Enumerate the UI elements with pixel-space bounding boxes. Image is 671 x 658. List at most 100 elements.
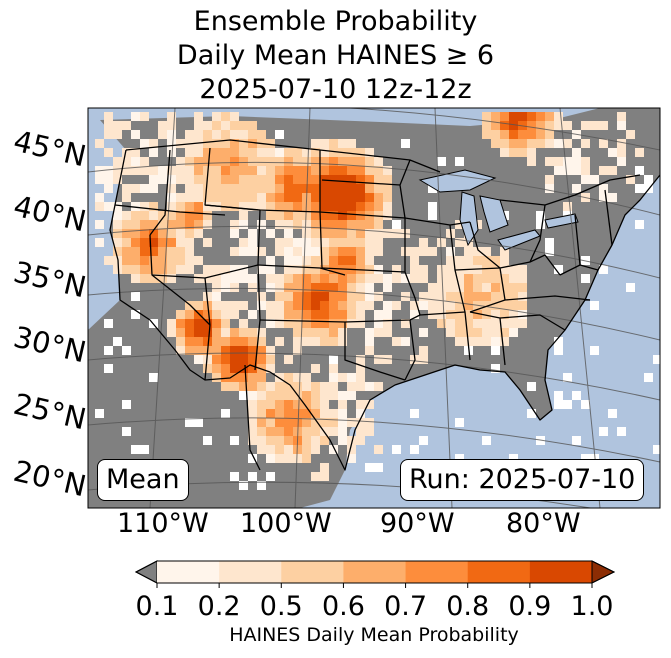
- probability-cell: [122, 193, 131, 202]
- probability-cell: [194, 184, 203, 193]
- probability-cell: [167, 247, 176, 256]
- probability-cell: [149, 238, 158, 247]
- probability-cell: [176, 265, 185, 274]
- probability-cell: [302, 247, 311, 256]
- probability-cell: [203, 364, 212, 373]
- probability-cell: [491, 337, 500, 346]
- probability-cell: [230, 202, 239, 211]
- probability-cell: [482, 274, 491, 283]
- probability-cell: [149, 220, 158, 229]
- probability-cell: [491, 292, 500, 301]
- probability-cell: [536, 130, 545, 139]
- probability-cell: [455, 328, 464, 337]
- probability-cell: [239, 319, 248, 328]
- probability-cell: [482, 247, 491, 256]
- probability-cell: [257, 382, 266, 391]
- probability-cell: [275, 409, 284, 418]
- probability-cell: [221, 112, 230, 121]
- probability-cell: [527, 148, 536, 157]
- probability-cell: [347, 211, 356, 220]
- probability-cell: [599, 121, 608, 130]
- probability-cell: [356, 319, 365, 328]
- probability-cell: [437, 238, 446, 247]
- no-data-cell: [257, 481, 266, 490]
- probability-cell: [284, 211, 293, 220]
- probability-cell: [266, 364, 275, 373]
- probability-cell: [572, 166, 581, 175]
- probability-cell: [365, 175, 374, 184]
- probability-cell: [338, 436, 347, 445]
- probability-cell: [410, 274, 419, 283]
- probability-cell: [455, 238, 464, 247]
- probability-cell: [158, 166, 167, 175]
- probability-cell: [266, 436, 275, 445]
- probability-cell: [158, 256, 167, 265]
- probability-cell: [347, 256, 356, 265]
- probability-cell: [338, 157, 347, 166]
- probability-cell: [230, 373, 239, 382]
- probability-cell: [491, 274, 500, 283]
- probability-cell: [302, 445, 311, 454]
- probability-cell: [185, 265, 194, 274]
- colorbar-tick-label: 0.2: [198, 591, 241, 622]
- probability-cell: [338, 328, 347, 337]
- probability-cell: [239, 265, 248, 274]
- probability-cell: [185, 157, 194, 166]
- probability-cell: [518, 283, 527, 292]
- colorbar-tick-label: 0.8: [446, 591, 489, 622]
- probability-cell: [149, 247, 158, 256]
- probability-cell: [248, 238, 257, 247]
- probability-cell: [194, 319, 203, 328]
- probability-cell: [257, 220, 266, 229]
- probability-cell: [221, 373, 230, 382]
- probability-cell: [257, 328, 266, 337]
- probability-cell: [104, 202, 113, 211]
- probability-cell: [545, 184, 554, 193]
- probability-cell: [122, 148, 131, 157]
- probability-cell: [302, 211, 311, 220]
- probability-cell: [104, 148, 113, 157]
- probability-cell: [320, 391, 329, 400]
- probability-cell: [230, 184, 239, 193]
- probability-cell: [590, 121, 599, 130]
- probability-cell: [509, 112, 518, 121]
- no-data-cell: [554, 346, 563, 355]
- probability-cell: [266, 454, 275, 463]
- probability-cell: [113, 166, 122, 175]
- probability-cell: [248, 400, 257, 409]
- probability-cell: [329, 193, 338, 202]
- probability-cell: [275, 220, 284, 229]
- probability-cell: [203, 121, 212, 130]
- probability-cell: [473, 328, 482, 337]
- probability-cell: [257, 292, 266, 301]
- probability-cell: [338, 301, 347, 310]
- probability-cell: [131, 247, 140, 256]
- probability-cell: [266, 382, 275, 391]
- probability-cell: [95, 238, 104, 247]
- probability-cell: [365, 238, 374, 247]
- probability-cell: [212, 310, 221, 319]
- probability-cell: [374, 229, 383, 238]
- probability-cell: [329, 184, 338, 193]
- probability-cell: [563, 166, 572, 175]
- probability-cell: [284, 256, 293, 265]
- probability-cell: [266, 445, 275, 454]
- probability-cell: [338, 400, 347, 409]
- probability-cell: [410, 265, 419, 274]
- probability-cell: [248, 337, 257, 346]
- probability-cell: [401, 319, 410, 328]
- colorbar-under-arrow: [134, 560, 158, 584]
- probability-cell: [293, 400, 302, 409]
- no-data-cell: [491, 346, 500, 355]
- probability-cell: [275, 445, 284, 454]
- probability-cell: [356, 310, 365, 319]
- probability-cell: [302, 436, 311, 445]
- probability-cell: [581, 121, 590, 130]
- probability-cell: [230, 328, 239, 337]
- probability-cell: [185, 184, 194, 193]
- probability-cell: [572, 184, 581, 193]
- probability-cell: [248, 166, 257, 175]
- probability-cell: [311, 328, 320, 337]
- probability-cell: [293, 193, 302, 202]
- probability-cell: [176, 247, 185, 256]
